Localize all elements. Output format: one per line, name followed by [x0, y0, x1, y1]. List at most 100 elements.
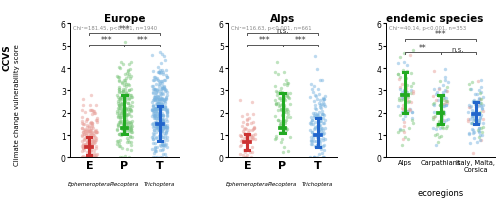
Point: [436, 127, 444, 130]
Point: [320, 114, 328, 117]
Point: [88, 142, 96, 145]
Point: [117, 96, 125, 99]
Point: [162, 98, 170, 101]
Point: [280, 71, 287, 74]
Point: [78, 147, 86, 150]
Point: [468, 111, 476, 114]
Point: [160, 126, 168, 129]
Point: [160, 85, 168, 88]
Point: [116, 156, 124, 159]
Point: [90, 112, 98, 116]
Point: [160, 140, 168, 143]
Point: [118, 98, 126, 101]
Point: [155, 114, 163, 117]
Point: [158, 123, 166, 126]
Point: [430, 115, 438, 119]
Point: [472, 108, 480, 112]
Point: [402, 87, 409, 91]
Point: [308, 123, 316, 126]
Point: [154, 95, 162, 99]
Point: [153, 98, 161, 101]
Point: [162, 109, 170, 113]
Point: [124, 136, 132, 140]
Point: [86, 144, 94, 147]
Point: [280, 130, 287, 133]
Point: [88, 125, 96, 128]
Point: [243, 148, 251, 151]
Point: [274, 73, 282, 76]
Text: ***: ***: [118, 25, 130, 34]
Point: [246, 133, 254, 136]
Point: [114, 143, 122, 146]
Point: [316, 123, 324, 127]
Point: [247, 156, 255, 159]
Point: [473, 100, 481, 104]
Point: [312, 113, 320, 116]
Point: [163, 109, 171, 112]
Point: [312, 114, 320, 117]
Point: [440, 103, 448, 106]
Point: [471, 119, 479, 122]
Point: [86, 129, 94, 132]
Point: [317, 120, 325, 123]
Point: [126, 77, 134, 80]
Point: [120, 95, 128, 99]
Point: [88, 130, 96, 134]
Point: [82, 136, 90, 139]
Point: [152, 107, 160, 111]
Point: [116, 97, 124, 101]
Point: [156, 95, 164, 98]
Point: [442, 100, 450, 103]
Point: [320, 121, 328, 125]
Point: [464, 132, 472, 135]
Point: [149, 156, 157, 159]
Point: [114, 76, 122, 79]
Point: [404, 91, 411, 94]
Point: [394, 73, 402, 76]
Point: [126, 122, 134, 125]
Point: [86, 148, 94, 151]
Point: [442, 127, 450, 130]
Point: [83, 156, 91, 159]
Point: [122, 91, 130, 95]
Point: [478, 79, 486, 82]
Point: [84, 141, 92, 144]
Point: [160, 99, 168, 102]
Text: T: T: [314, 160, 322, 170]
Point: [150, 88, 158, 91]
Point: [308, 140, 316, 143]
Point: [124, 110, 132, 113]
Point: [238, 134, 246, 138]
Text: E: E: [86, 160, 93, 170]
Point: [86, 130, 94, 133]
Point: [156, 113, 164, 116]
Point: [160, 97, 168, 101]
Point: [152, 88, 160, 91]
Point: [86, 122, 94, 125]
Point: [321, 138, 329, 141]
Point: [88, 140, 96, 143]
Point: [127, 129, 135, 133]
Point: [473, 93, 481, 96]
Point: [308, 87, 316, 91]
Point: [310, 156, 318, 159]
Point: [156, 114, 164, 117]
Point: [150, 98, 158, 102]
Point: [157, 97, 165, 100]
Point: [126, 125, 134, 128]
Point: [276, 97, 283, 100]
Point: [431, 115, 439, 118]
Point: [250, 121, 258, 124]
Point: [441, 89, 449, 92]
Point: [278, 114, 286, 117]
Point: [151, 114, 159, 118]
Point: [80, 130, 88, 133]
Point: [150, 114, 158, 117]
Point: [156, 108, 164, 111]
Point: [474, 105, 482, 108]
Point: [162, 125, 170, 128]
Point: [116, 67, 124, 70]
Point: [155, 105, 163, 108]
Point: [154, 104, 162, 107]
Point: [126, 89, 134, 93]
